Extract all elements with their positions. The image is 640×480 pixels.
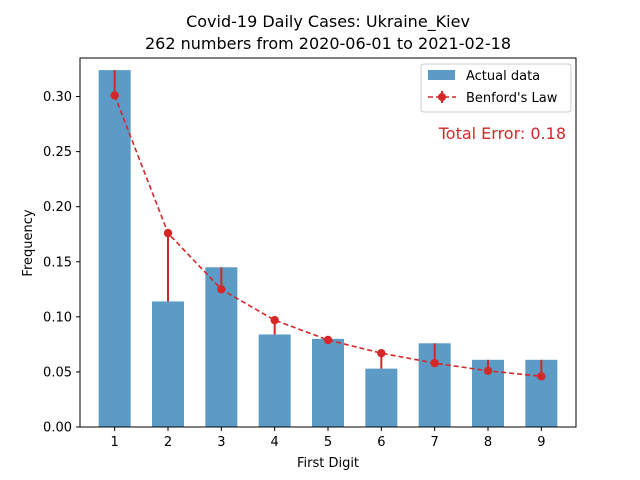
y-tick-label: 0.20 (43, 200, 72, 215)
x-tick-label: 8 (484, 435, 492, 450)
benford-line (113, 95, 542, 378)
legend: Actual data Benford's Law (420, 63, 572, 113)
y-tick-label: 0.05 (43, 365, 72, 380)
x-tick-label: 9 (537, 435, 545, 450)
x-tick-label: 2 (164, 435, 172, 450)
legend-benford-label: Benford's Law (466, 91, 558, 106)
benford-point-digit-4 (270, 315, 279, 325)
legend-benford-marker (438, 93, 446, 101)
benford-layer (110, 70, 546, 381)
bars-layer (98, 70, 558, 427)
legend-box (420, 63, 572, 113)
y-tick-label: 0.15 (43, 255, 72, 270)
chart-title-line2: 262 numbers from 2020-06-01 to 2021-02-1… (145, 34, 511, 53)
benford-point-digit-2 (163, 228, 173, 238)
benford-point-digit-7 (430, 358, 439, 368)
bar-digit-6 (365, 368, 398, 427)
x-tick-label: 5 (324, 435, 332, 450)
benford-point-digit-8 (483, 366, 493, 376)
bar-digit-5 (312, 338, 344, 427)
x-axis-label: First Digit (297, 456, 359, 471)
x-tick-label: 7 (431, 435, 439, 450)
benford-point-digit-3 (217, 285, 226, 294)
y-tick-label: 0.30 (43, 90, 72, 105)
bar-digit-3 (205, 267, 238, 427)
y-tick-label: 0.25 (43, 145, 72, 160)
x-tick-label: 4 (271, 435, 279, 450)
bar-digit-4 (258, 334, 291, 427)
legend-actual-label: Actual data (466, 69, 540, 84)
axes-layer: 0.00 0.05 0.10 0.15 0.20 0.25 0.30 1 2 3 4 5 6 7 8 9 (43, 57, 577, 450)
bar-digit-1 (98, 70, 131, 427)
y-axis-label: Frequency (21, 209, 36, 276)
benford-point-digit-9 (537, 372, 546, 381)
benford-point-digit-5 (323, 335, 333, 345)
benford-point-digit-6 (377, 349, 386, 358)
chart-title-line1: Covid-19 Daily Cases: Ukraine_Kiev (186, 12, 470, 32)
benford-point-digit-1 (110, 91, 119, 100)
x-tick-label: 1 (111, 435, 119, 450)
bar-digit-2 (152, 301, 184, 427)
y-tick-label: 0.00 (43, 421, 72, 436)
x-tick-label: 3 (217, 435, 225, 450)
total-error-annotation: Total Error: 0.18 (438, 124, 566, 143)
x-tick-label: 6 (377, 435, 385, 450)
y-tick-label: 0.10 (43, 310, 72, 325)
legend-actual-swatch (428, 70, 455, 80)
